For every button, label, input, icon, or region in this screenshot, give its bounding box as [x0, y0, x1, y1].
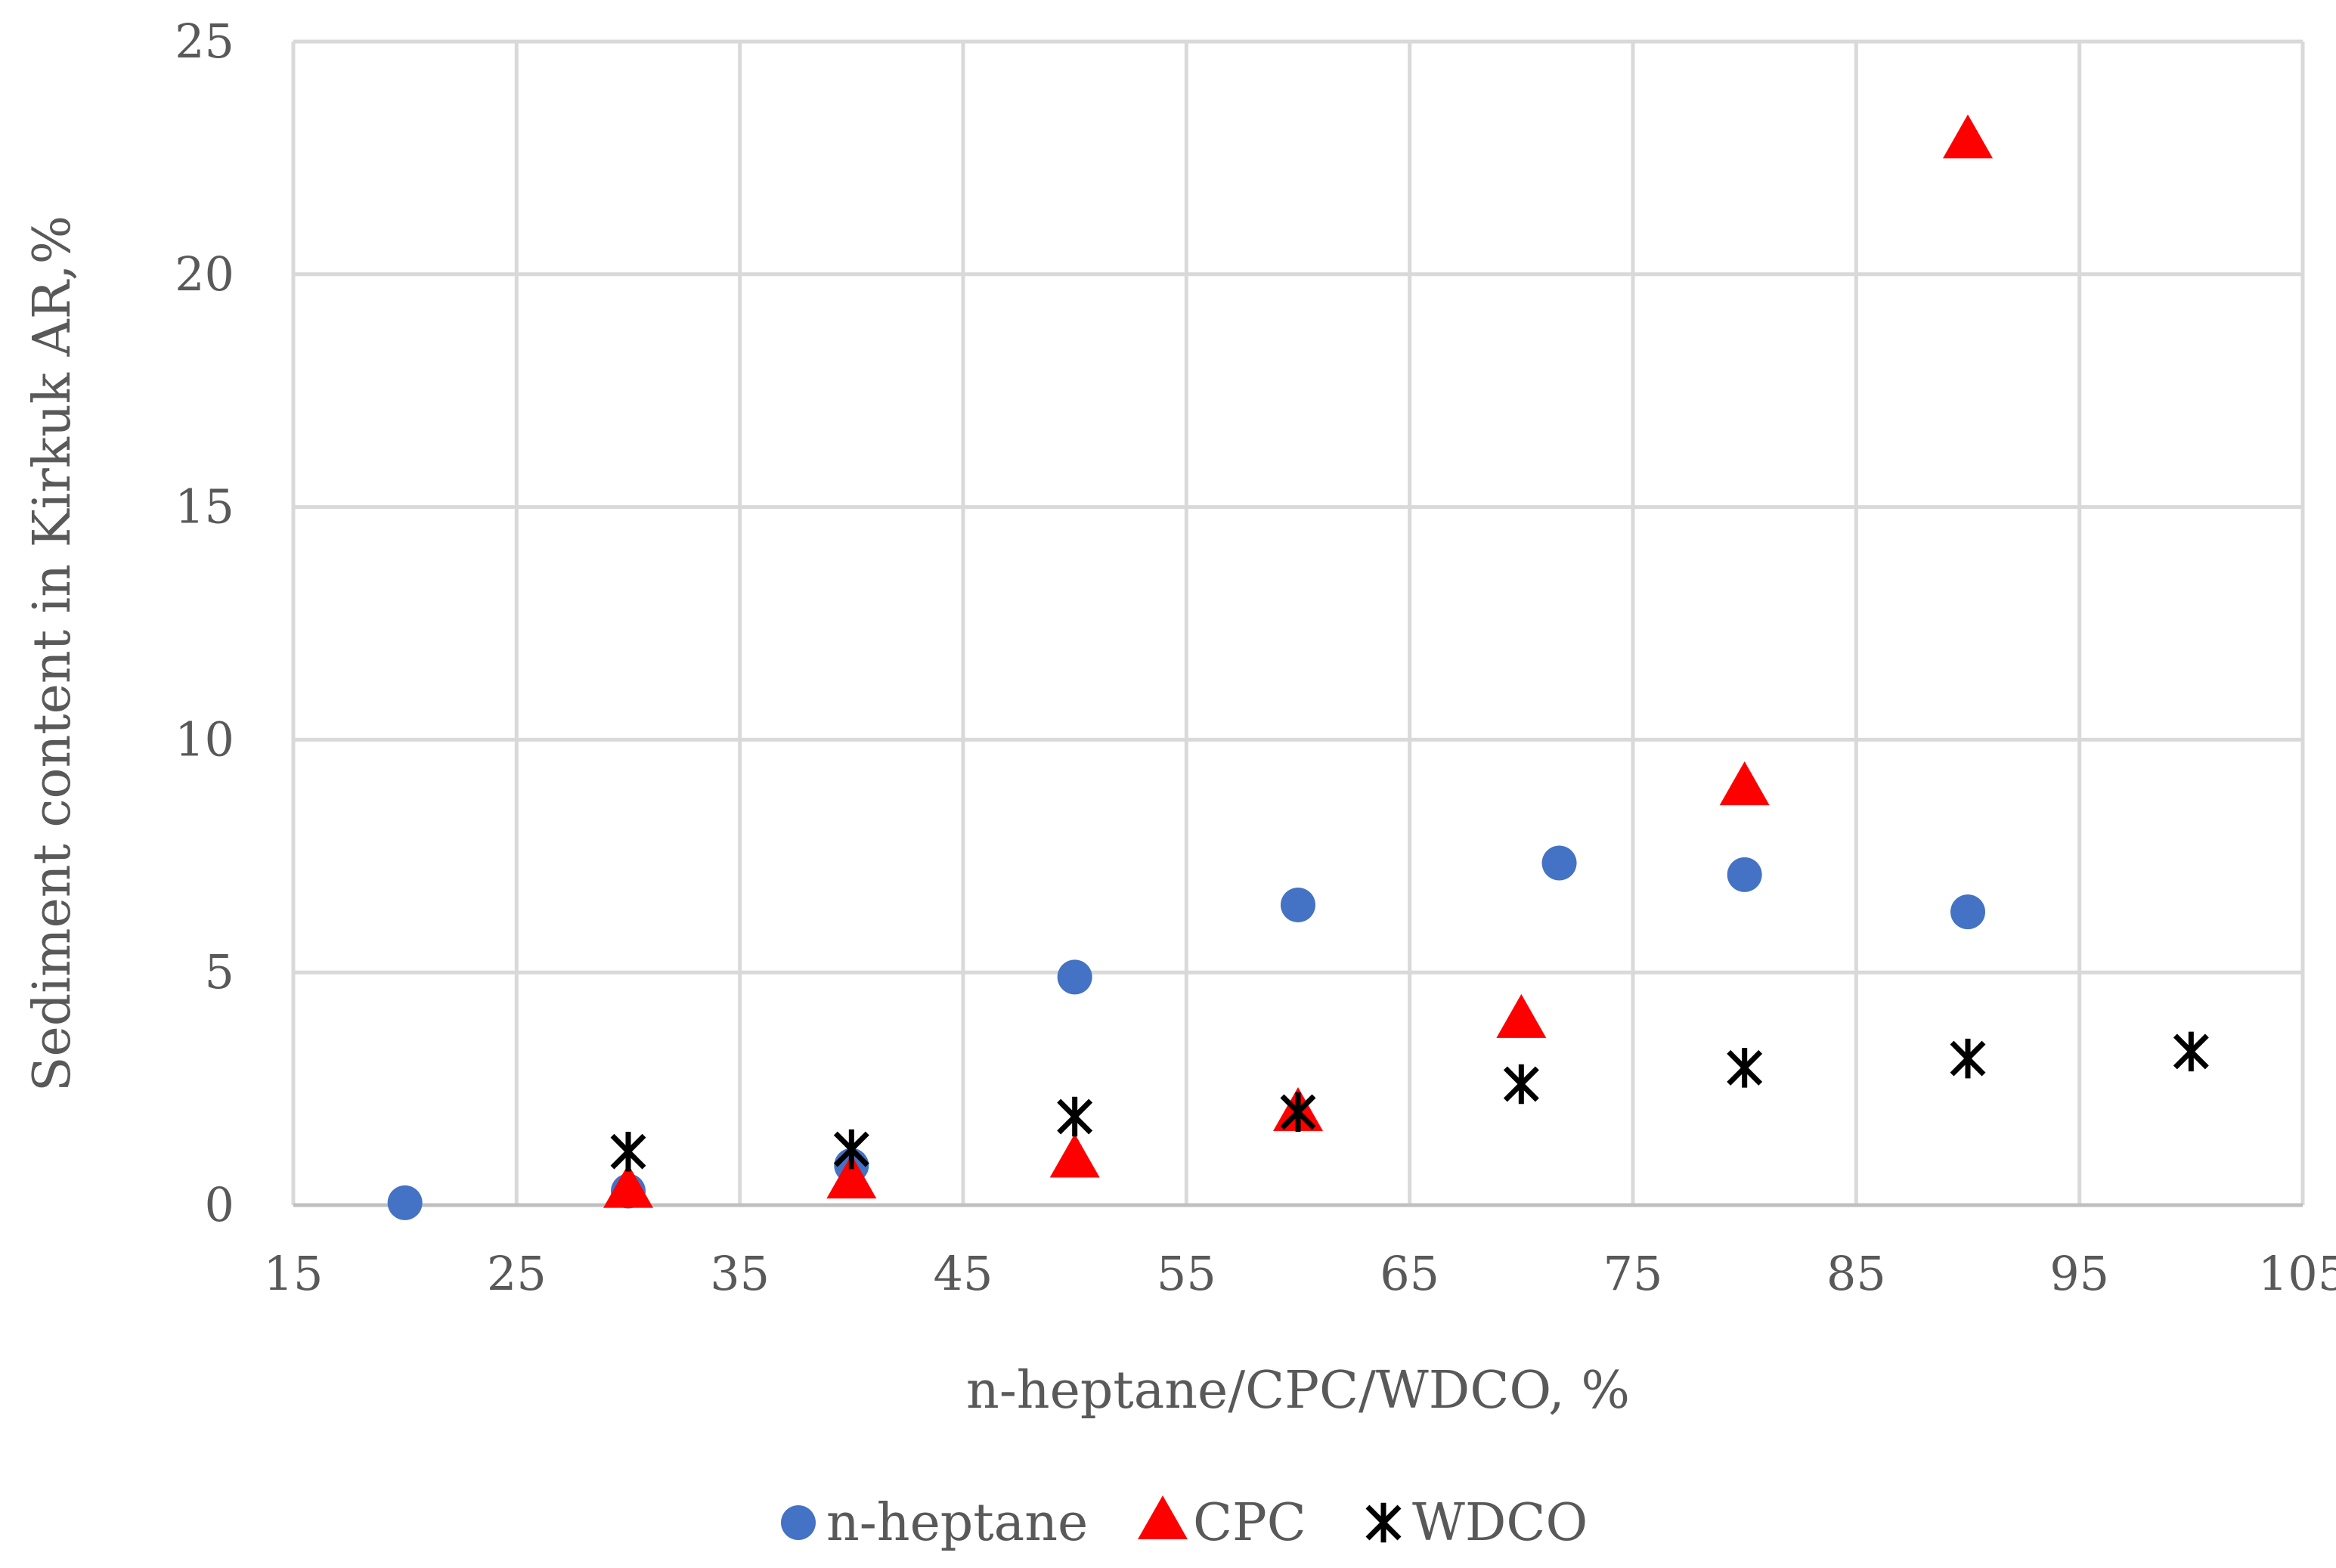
cpc-point [1943, 114, 1993, 159]
n-heptane-point [1727, 857, 1762, 892]
cpc-point [1049, 1133, 1100, 1178]
x-tick-label: 65 [1380, 1246, 1439, 1301]
x-tick-label: 45 [934, 1246, 993, 1301]
x-tick-label: 85 [1826, 1246, 1886, 1301]
x-tick-label: 105 [2258, 1246, 2336, 1301]
legend-item-n-heptane: n-heptane [781, 1493, 1088, 1553]
legend-label: WDCO [1412, 1493, 1588, 1553]
n-heptane-point [1057, 959, 1092, 995]
n-heptane-point [1541, 845, 1577, 881]
grid-layer [291, 39, 2305, 1205]
x-tick-label: 75 [1603, 1246, 1663, 1301]
x-tick-label: 15 [264, 1246, 324, 1301]
legend-label: n-heptane [826, 1493, 1088, 1553]
legend-triangle-icon [1138, 1495, 1188, 1540]
cpc-point [826, 1154, 877, 1199]
legend-item-cpc: CPC [1138, 1493, 1306, 1553]
wdco-point [2173, 1031, 2209, 1072]
legend-asterisk-icon [1365, 1502, 1402, 1543]
axis-titles: n-heptane/CPC/WDCO, % Sediment content i… [23, 215, 1630, 1421]
wdco-point [1503, 1064, 1539, 1105]
legend-circle-icon [781, 1505, 816, 1540]
x-tick-label: 95 [2049, 1246, 2109, 1301]
wdco-point [1057, 1096, 1093, 1137]
y-tick-label: 5 [205, 944, 234, 999]
y-tick-label: 25 [175, 14, 234, 69]
wdco-point [610, 1131, 646, 1172]
n-heptane-point [1281, 887, 1315, 922]
cpc-point [603, 1164, 653, 1208]
y-tick-label: 10 [175, 711, 234, 767]
wdco-point [1950, 1038, 1986, 1079]
legend-label: CPC [1193, 1493, 1306, 1553]
x-axis-title: n-heptane/CPC/WDCO, % [966, 1361, 1630, 1421]
legend: n-heptane CPC WDCO [781, 1493, 1588, 1553]
y-tick-label: 20 [175, 246, 234, 302]
x-tick-label: 55 [1157, 1246, 1216, 1301]
cpc-point [1719, 761, 1770, 806]
wdco-point [833, 1129, 869, 1170]
wdco-point [1280, 1092, 1316, 1133]
series-layer [387, 114, 2209, 1220]
n-heptane-point [387, 1185, 423, 1220]
x-tick-label: 25 [487, 1246, 547, 1301]
series-wdco [610, 1031, 2209, 1172]
y-axis-title: Sediment content in Kirkuk AR,% [23, 215, 82, 1092]
y-tick-label: 0 [205, 1177, 234, 1232]
y-tick-label: 15 [175, 479, 234, 535]
wdco-point [1727, 1048, 1763, 1088]
cpc-point [1496, 993, 1547, 1038]
x-tick-label: 35 [710, 1246, 770, 1301]
n-heptane-point [1950, 894, 1985, 930]
legend-item-wdco: WDCO [1365, 1493, 1588, 1553]
tick-labels: 15 25 35 45 55 65 75 85 95 105 0 5 10 15 20 25 [175, 14, 2336, 1301]
series-cpc [603, 114, 1993, 1208]
